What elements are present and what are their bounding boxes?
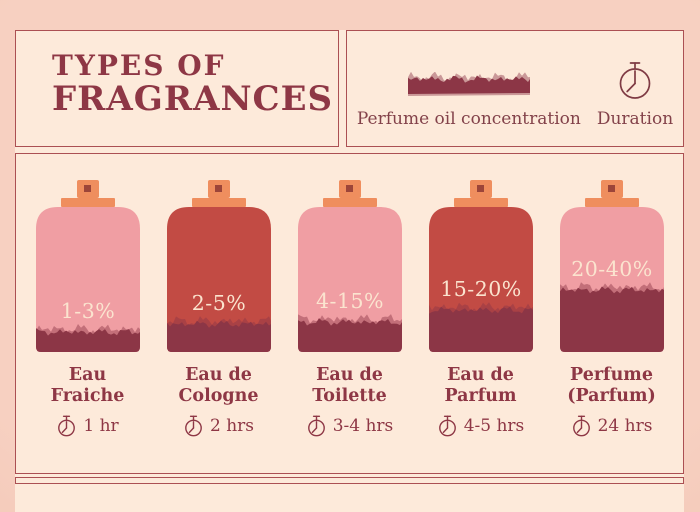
fragrance-name-line2: (Parfum) <box>567 386 656 407</box>
fragrance-name: Eau de Parfum <box>415 365 546 408</box>
fragrance-name-line1: Eau <box>68 365 107 385</box>
stopwatch-icon <box>185 415 202 437</box>
duration-text: 24 hrs <box>597 416 653 437</box>
fragrance-column: 4-15% Eau de Toilette 3-4 hrs <box>284 180 415 473</box>
stopwatch-icon <box>307 415 325 437</box>
duration-text: 1 hr <box>83 416 119 437</box>
legend-box: Perfume oil concentration Duration <box>346 30 684 147</box>
legend-item-duration: Duration <box>597 61 673 129</box>
duration-row: 3-4 hrs <box>284 415 415 438</box>
fragrance-name: Perfume (Parfum) <box>546 365 677 408</box>
concentration-legend-label: Perfume oil concentration <box>356 109 581 129</box>
fragrance-name: Eau Fraiche <box>22 365 153 408</box>
page-title-line2: FRAGRANCES <box>52 79 334 120</box>
perfume-bottle-illustration: 15-20% <box>415 180 546 352</box>
concentration-label: 2-5% <box>191 291 246 315</box>
fragrance-column: 15-20% Eau de Parfum 4-5 hrs <box>415 180 546 473</box>
concentration-label: 4-15% <box>315 289 383 313</box>
bottles-panel: 1-3% Eau Fraiche 1 hr 2-5% Eau de Cologn… <box>15 153 684 474</box>
fragrance-name-line1: Perfume <box>570 365 653 385</box>
stopwatch-icon <box>438 415 456 437</box>
duration-text: 2 hrs <box>209 416 255 437</box>
fragrance-name-line1: Eau de <box>185 365 252 385</box>
fragrance-column: 2-5% Eau de Cologne 2 hrs <box>153 180 284 473</box>
fragrance-column: 20-40% Perfume (Parfum) 24 hrs <box>546 180 677 473</box>
concentration-label: 15-20% <box>440 277 522 301</box>
concentration-label: 1-3% <box>60 299 115 323</box>
duration-row: 2 hrs <box>153 415 284 438</box>
fragrance-name: Eau de Cologne <box>153 365 284 408</box>
title-box: TYPES OF FRAGRANCES <box>15 30 339 147</box>
bottom-strip <box>15 477 684 484</box>
stopwatch-icon <box>572 415 590 437</box>
stopwatch-icon <box>619 62 651 99</box>
page-title-line1: TYPES OF <box>52 49 226 82</box>
duration-row: 1 hr <box>22 415 153 438</box>
fragrance-name-line1: Eau de <box>447 365 514 385</box>
legend-item-concentration: Perfume oil concentration <box>357 72 581 129</box>
duration-legend-label: Duration <box>596 109 674 129</box>
fragrance-name-line2: Parfum <box>444 386 517 407</box>
perfume-bottle-illustration: 2-5% <box>153 180 284 352</box>
perfume-bottle-illustration: 4-15% <box>284 180 415 352</box>
fragrance-name: Eau de Toilette <box>284 365 415 408</box>
duration-text: 3-4 hrs <box>332 416 394 437</box>
fragrance-name-line2: Toilette <box>312 386 387 407</box>
duration-row: 4-5 hrs <box>415 415 546 438</box>
perfume-bottle-illustration: 1-3% <box>22 180 153 352</box>
brush-bar-icon <box>406 72 532 100</box>
duration-text: 4-5 hrs <box>463 416 525 437</box>
duration-row: 24 hrs <box>546 415 677 438</box>
fragrance-name-line1: Eau de <box>316 365 383 385</box>
concentration-label: 20-40% <box>571 257 653 281</box>
fragrance-column: 1-3% Eau Fraiche 1 hr <box>22 180 153 473</box>
stopwatch-icon <box>58 415 76 437</box>
fragrance-name-line2: Fraiche <box>50 386 125 407</box>
perfume-bottle-illustration: 20-40% <box>546 180 677 352</box>
fragrance-name-line2: Cologne <box>178 386 259 407</box>
